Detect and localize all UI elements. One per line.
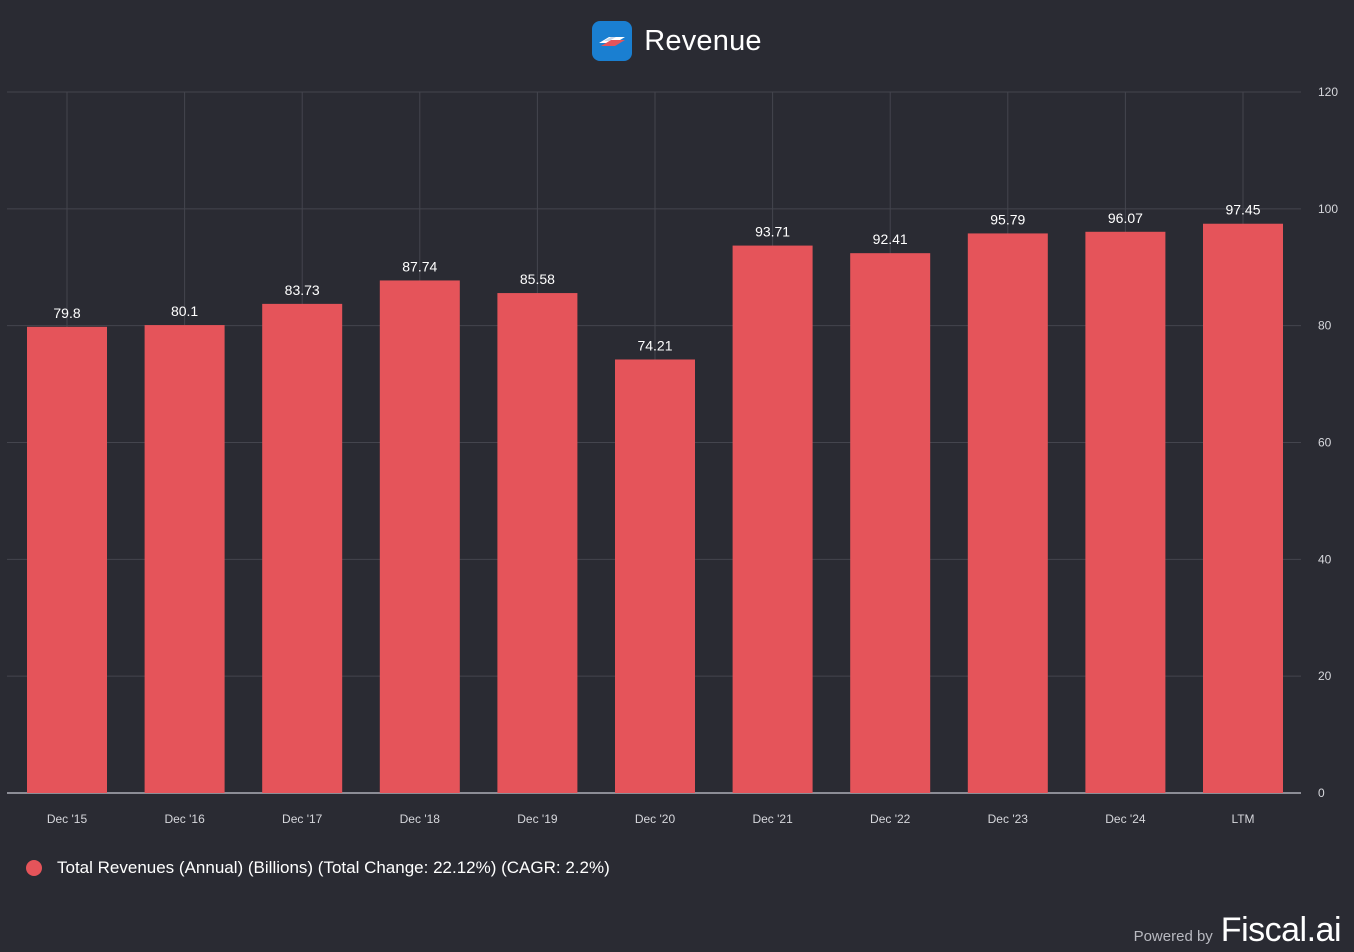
bar[interactable] (262, 303, 343, 793)
x-tick-label: Dec '19 (517, 812, 558, 826)
y-tick-label: 100 (1318, 202, 1338, 216)
data-label: 85.58 (520, 271, 555, 287)
bar[interactable] (497, 293, 578, 793)
y-tick-label: 80 (1318, 319, 1332, 333)
chart-title: Revenue (644, 24, 762, 57)
bars (27, 223, 1283, 794)
y-tick-label: 0 (1318, 786, 1325, 800)
chart-legend[interactable]: Total Revenues (Annual) (Billions) (Tota… (26, 858, 610, 878)
x-tick-label: Dec '21 (752, 812, 793, 826)
y-tick-label: 40 (1318, 552, 1332, 566)
bar[interactable] (732, 245, 813, 794)
data-label: 95.79 (990, 211, 1025, 227)
bar[interactable] (27, 326, 107, 793)
x-tick-label: Dec '16 (164, 812, 205, 826)
bar[interactable] (967, 233, 1048, 793)
x-tick-label: Dec '17 (282, 812, 323, 826)
x-tick-label: Dec '20 (635, 812, 676, 826)
data-label: 96.07 (1108, 210, 1143, 226)
bar[interactable] (144, 325, 225, 793)
data-label: 74.21 (637, 337, 672, 353)
x-tick-label: Dec '23 (988, 812, 1029, 826)
bar[interactable] (850, 253, 931, 794)
chart-header: Revenue (0, 20, 1354, 62)
x-axis-ticks: Dec '15 Dec '16 Dec '17 Dec '18 Dec '19 Dec '… (47, 812, 1255, 826)
x-tick-label: Dec '22 (870, 812, 911, 826)
powered-by-footer[interactable]: Powered by Fiscal.ai (1133, 911, 1342, 950)
x-tick-label: Dec '18 (400, 812, 441, 826)
x-tick-label: Dec '15 (47, 812, 88, 826)
x-tick-label: Dec '24 (1105, 812, 1146, 826)
data-label: 87.74 (402, 258, 437, 274)
bar[interactable] (615, 359, 695, 793)
fiscal-ai-brand: Fiscal.ai (1220, 911, 1342, 949)
legend-marker-icon (26, 860, 42, 876)
legend-series-label: Total Revenues (Annual) (Billions) (Tota… (57, 858, 610, 877)
y-axis-ticks: 0 20 40 60 80 100 120 (1318, 85, 1338, 800)
powered-by-text: Powered by (1133, 928, 1213, 945)
data-label: 83.73 (285, 282, 320, 298)
data-label: 92.41 (873, 231, 908, 247)
data-labels: 79.8 80.1 83.73 87.74 85.58 74.21 93.71 92.41 95… (53, 202, 1260, 354)
y-tick-label: 60 (1318, 436, 1332, 450)
x-tick-label: LTM (1231, 812, 1254, 826)
bar[interactable] (379, 280, 460, 794)
bar[interactable] (1203, 223, 1283, 793)
y-tick-label: 20 (1318, 669, 1332, 683)
data-label: 93.71 (755, 224, 790, 240)
data-label: 80.1 (171, 303, 198, 319)
bar[interactable] (1085, 231, 1166, 793)
y-tick-label: 120 (1318, 85, 1338, 99)
data-label: 79.8 (53, 305, 80, 321)
data-label: 97.45 (1225, 202, 1260, 218)
bank-flag-logo-icon (592, 21, 633, 61)
